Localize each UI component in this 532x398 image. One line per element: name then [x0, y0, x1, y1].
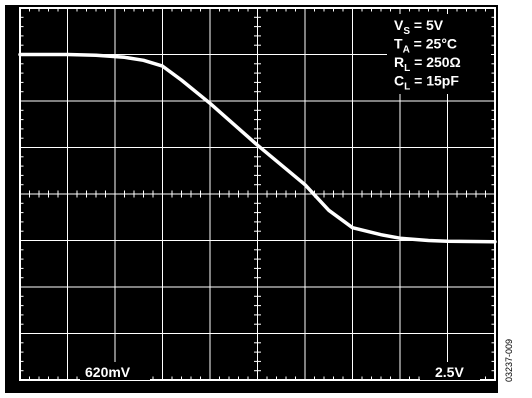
condition-symbol: R — [394, 54, 404, 70]
condition-line: RL = 250Ω — [394, 54, 461, 74]
condition-subscript: L — [404, 63, 410, 74]
condition-value: = 5V — [410, 17, 444, 33]
condition-symbol: V — [394, 17, 404, 33]
transfer-trace — [18, 52, 497, 244]
vertical-scale-label: 620mV — [85, 364, 131, 380]
plot-frame — [19, 7, 496, 381]
condition-line: TA = 25°C — [394, 36, 457, 56]
condition-value: = 250Ω — [410, 54, 461, 70]
figure-id-text: 03237-009 — [504, 339, 514, 382]
condition-subscript: L — [404, 82, 410, 93]
scale-label-background — [80, 362, 150, 380]
condition-value: = 25°C — [410, 36, 457, 52]
condition-subscript: S — [403, 26, 410, 37]
condition-symbol: C — [394, 73, 404, 89]
condition-line: VS = 5V — [394, 17, 444, 37]
condition-line: CL = 15pF — [394, 73, 459, 93]
condition-subscript: A — [403, 45, 410, 56]
scale-label-background — [420, 362, 480, 380]
condition-value: = 15pF — [410, 73, 459, 89]
condition-symbol: T — [394, 36, 403, 52]
conditions-background — [387, 14, 491, 94]
figure-id-label: 03237-009 — [504, 339, 514, 382]
horizontal-scale-label: 2.5V — [435, 364, 464, 380]
